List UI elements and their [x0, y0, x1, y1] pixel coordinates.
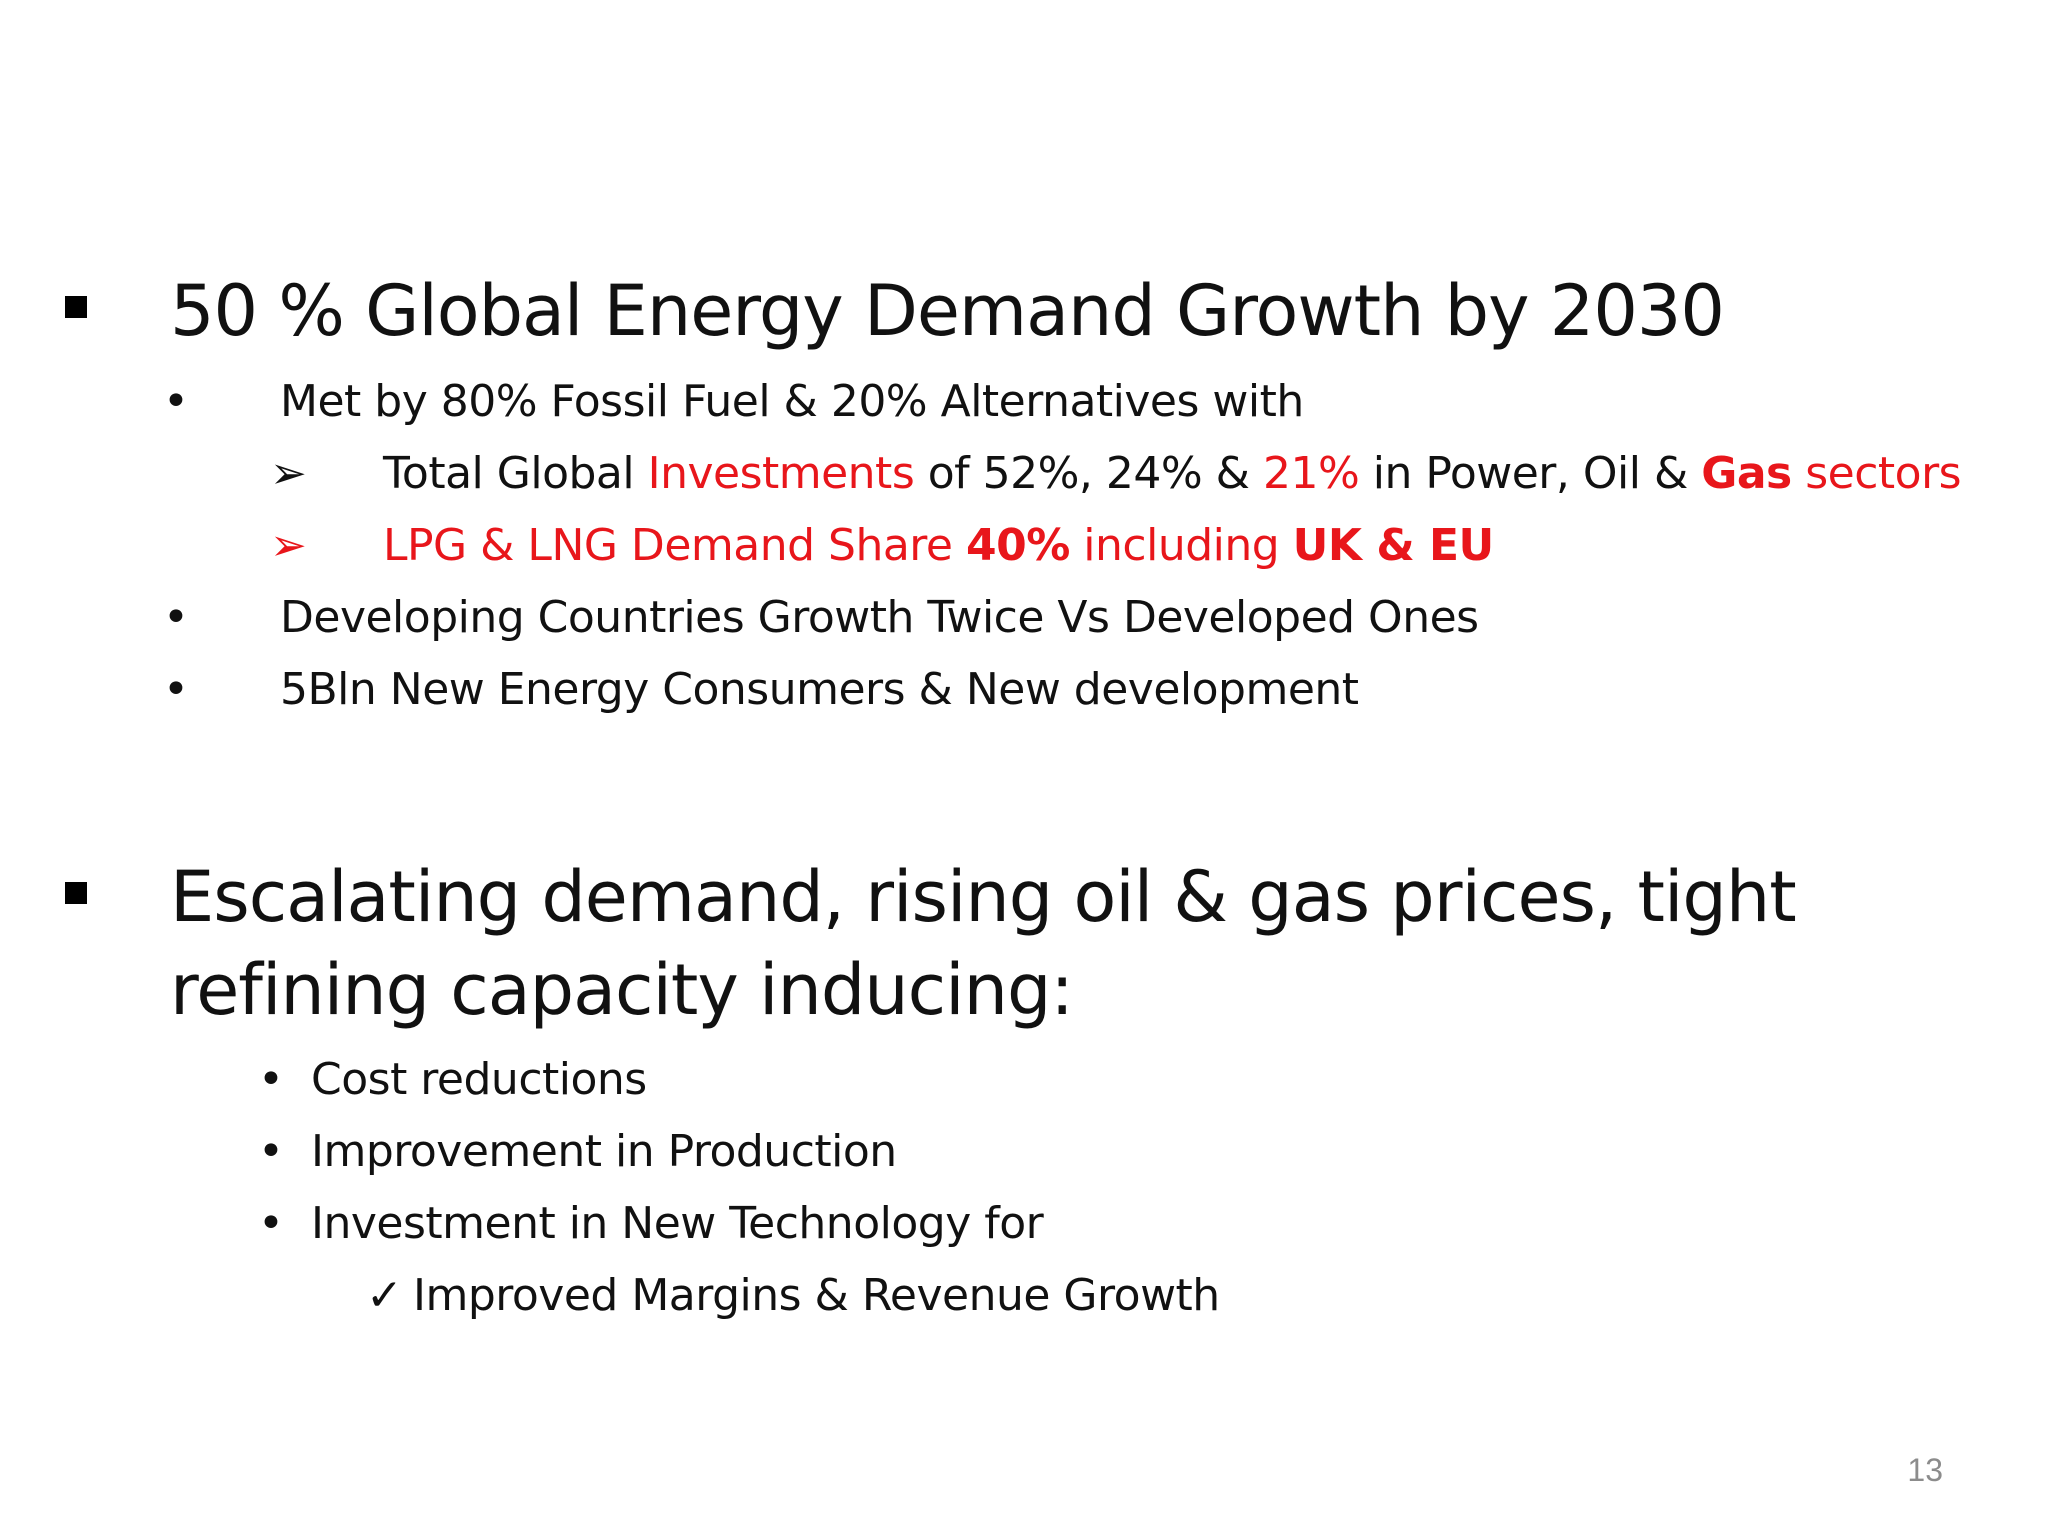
section-2-item-4: Improved Margins & Revenue Growth	[413, 1270, 1220, 1321]
item-3-highlight-region: UK & EU	[1292, 520, 1495, 571]
item-2-highlight-investments: Investments	[647, 448, 915, 499]
section-2-item-3: Investment in New Technology for	[311, 1198, 1044, 1249]
item-2-text-part: in Power, Oil &	[1359, 448, 1702, 499]
round-bullet-icon: •	[163, 376, 189, 427]
section-1-item-1: Met by 80% Fossil Fuel & 20% Alternative…	[280, 376, 1304, 427]
item-3-text-part: LPG & LNG Demand Share	[383, 520, 966, 571]
page-number: 13	[1907, 1452, 1943, 1488]
item-2-highlight-percent: 21%	[1262, 448, 1360, 499]
section-1-heading: 50 % Global Energy Demand Growth by 2030	[170, 270, 1725, 352]
item-3-text-part: including	[1069, 520, 1293, 571]
section-1-item-3: LPG & LNG Demand Share 40% including UK …	[383, 516, 1494, 576]
item-2-text-part: Total Global	[383, 448, 648, 499]
section-1-item-5: 5Bln New Energy Consumers & New developm…	[280, 664, 1359, 715]
square-bullet-icon	[65, 296, 87, 318]
section-2-item-1: Cost reductions	[311, 1054, 647, 1105]
check-bullet-icon: ✓	[366, 1270, 403, 1321]
square-bullet-icon	[65, 882, 87, 904]
round-bullet-icon: •	[258, 1126, 284, 1177]
round-bullet-icon: •	[163, 664, 189, 715]
round-bullet-icon: •	[258, 1054, 284, 1105]
section-1-item-4: Developing Countries Growth Twice Vs Dev…	[280, 592, 1479, 643]
section-2-heading-line-1: Escalating demand, rising oil & gas pric…	[170, 856, 1797, 938]
arrow-bullet-icon: ➢	[270, 520, 307, 571]
item-2-text-part: of 52%, 24% &	[914, 448, 1263, 499]
item-2-highlight-gas: Gas	[1701, 448, 1792, 499]
round-bullet-icon: •	[258, 1198, 284, 1249]
item-3-highlight-percent: 40%	[965, 520, 1070, 571]
round-bullet-icon: •	[163, 592, 189, 643]
section-1-item-2: Total Global Investments of 52%, 24% & 2…	[383, 444, 1962, 504]
section-2-item-2: Improvement in Production	[311, 1126, 897, 1177]
arrow-bullet-icon: ➢	[270, 448, 307, 499]
item-2-highlight-sectors: sectors	[1791, 448, 1962, 499]
section-2-heading-line-2: refining capacity inducing:	[170, 949, 1074, 1031]
